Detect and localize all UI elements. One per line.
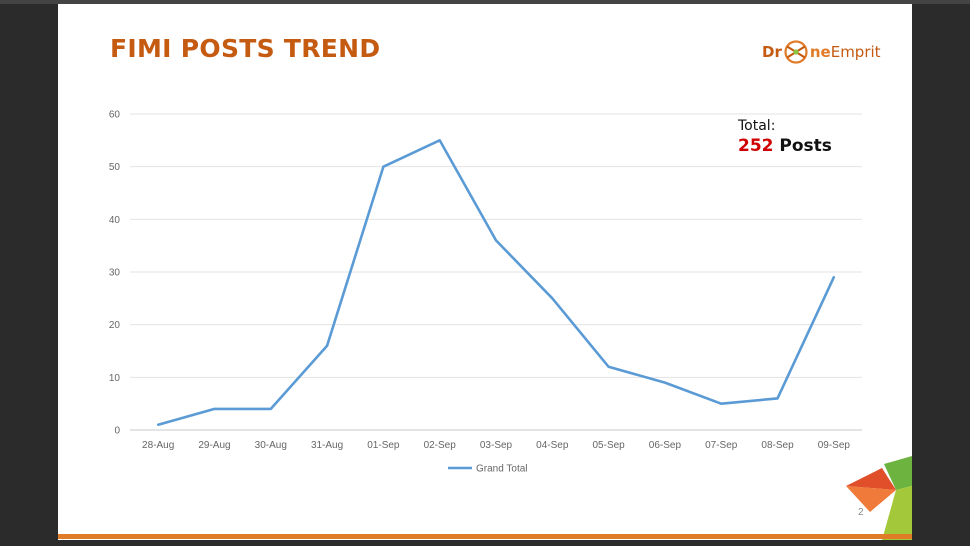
slide: FIMI POSTS TREND Dr ne Emprit Total: 252…	[58, 4, 912, 540]
x-tick-label: 08-Sep	[761, 440, 794, 451]
y-tick-label: 0	[114, 426, 120, 437]
legend: Grand Total	[448, 464, 528, 475]
y-tick-label: 20	[109, 320, 121, 331]
total-unit: Posts	[779, 136, 832, 156]
brand-logo: Dr ne Emprit	[762, 36, 881, 68]
series-group	[156, 139, 836, 427]
logo-text-part2: ne	[809, 43, 831, 61]
line-chart: 0 10 20 30 40 50 60 28-Aug 29-Aug 30-Aug 31-Aug 01…	[109, 110, 862, 475]
x-tick-label: 02-Sep	[424, 440, 457, 451]
series-line	[156, 139, 836, 427]
y-tick-label: 10	[109, 373, 121, 384]
slide-title: FIMI POSTS TREND	[110, 34, 381, 63]
x-tick-label: 29-Aug	[198, 440, 230, 451]
x-tick-label: 06-Sep	[649, 440, 682, 451]
x-axis-ticks: 28-Aug 29-Aug 30-Aug 31-Aug 01-Sep 02-Sep 03-S…	[142, 440, 850, 451]
viewer-top-bar	[0, 0, 970, 4]
x-tick-label: 28-Aug	[142, 440, 174, 451]
logo-text-part3: Emprit	[830, 43, 881, 61]
corner-decoration	[846, 456, 912, 540]
x-tick-label: 04-Sep	[536, 440, 569, 451]
drone-logo-icon	[784, 40, 808, 64]
y-tick-label: 50	[109, 162, 121, 173]
slide-bottom-rule	[58, 534, 912, 539]
x-tick-label: 01-Sep	[367, 440, 400, 451]
x-tick-label: 07-Sep	[705, 440, 738, 451]
x-tick-label: 30-Aug	[255, 440, 287, 451]
x-tick-label: 31-Aug	[311, 440, 343, 451]
y-tick-label: 60	[109, 110, 121, 121]
x-tick-label: 05-Sep	[592, 440, 625, 451]
y-tick-label: 40	[109, 215, 121, 226]
x-tick-label: 03-Sep	[480, 440, 513, 451]
grid-lines	[130, 113, 862, 431]
x-tick-label: 09-Sep	[818, 440, 851, 451]
page-number: 2	[858, 507, 864, 518]
total-summary: Total: 252 Posts	[738, 118, 832, 156]
y-tick-label: 30	[109, 268, 121, 279]
total-line: 252 Posts	[738, 136, 832, 156]
legend-label: Grand Total	[476, 464, 528, 475]
total-value: 252	[738, 136, 774, 156]
total-label: Total:	[738, 118, 776, 134]
y-axis-ticks: 0 10 20 30 40 50 60	[109, 110, 121, 437]
logo-text-part1: Dr	[762, 43, 782, 61]
